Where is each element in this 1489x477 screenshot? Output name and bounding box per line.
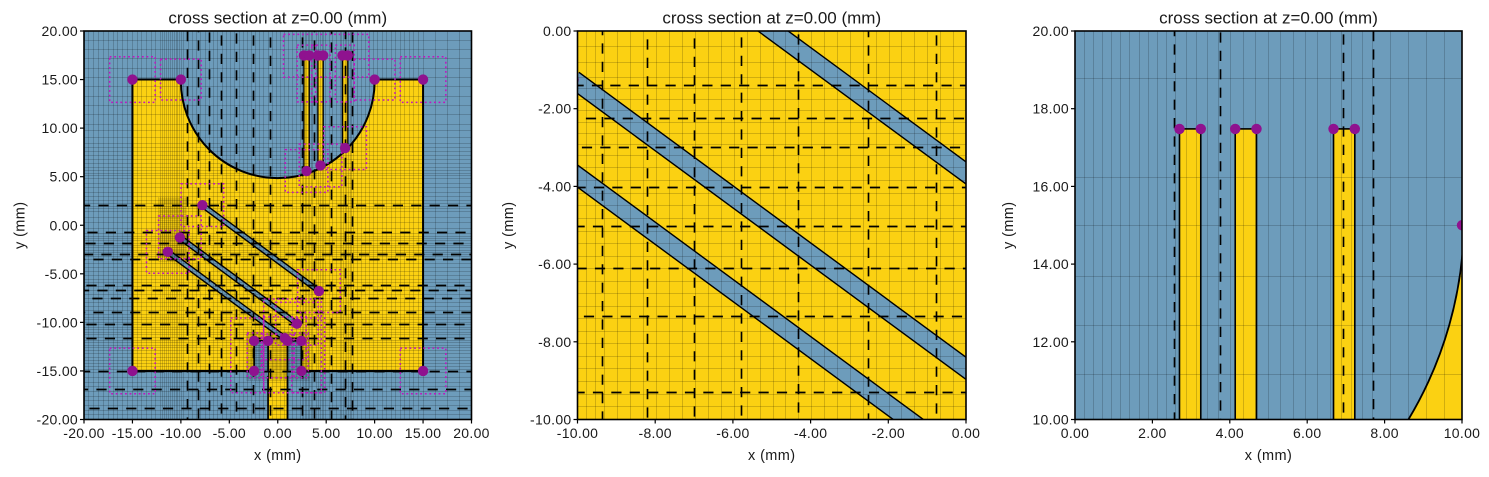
svg-text:-20.00: -20.00 [63, 425, 105, 441]
svg-text:0.00: 0.00 [543, 23, 571, 39]
svg-text:10.00: 10.00 [1444, 425, 1481, 441]
svg-text:-10.00: -10.00 [557, 425, 599, 441]
svg-text:cross section at z=0.00 (mm): cross section at z=0.00 (mm) [168, 9, 387, 28]
svg-text:-4.00: -4.00 [794, 425, 827, 441]
svg-text:-15.00: -15.00 [112, 425, 154, 441]
svg-text:10.00: 10.00 [356, 425, 393, 441]
svg-text:-8.00: -8.00 [638, 425, 671, 441]
svg-text:8.00: 8.00 [1370, 425, 1398, 441]
svg-text:-5.00: -5.00 [213, 425, 246, 441]
svg-text:-10.00: -10.00 [530, 412, 572, 428]
svg-text:-2.00: -2.00 [872, 425, 905, 441]
svg-text:x (mm): x (mm) [254, 448, 302, 464]
svg-text:0.00: 0.00 [264, 425, 292, 441]
svg-text:15.00: 15.00 [405, 425, 442, 441]
svg-text:20.00: 20.00 [1032, 23, 1069, 39]
svg-text:y (mm): y (mm) [1001, 202, 1017, 250]
svg-text:20.00: 20.00 [41, 23, 78, 39]
svg-text:0.00: 0.00 [952, 425, 980, 441]
svg-text:0.00: 0.00 [1061, 425, 1089, 441]
svg-text:-4.00: -4.00 [538, 178, 571, 194]
svg-text:0.00: 0.00 [50, 217, 78, 233]
svg-text:-8.00: -8.00 [538, 334, 571, 350]
svg-text:10.00: 10.00 [41, 120, 78, 136]
svg-text:16.00: 16.00 [1032, 178, 1069, 194]
svg-text:x (mm): x (mm) [748, 448, 796, 464]
svg-text:15.00: 15.00 [41, 72, 78, 88]
svg-text:14.00: 14.00 [1032, 256, 1069, 272]
svg-text:cross section at z=0.00 (mm): cross section at z=0.00 (mm) [1159, 9, 1378, 28]
svg-text:5.00: 5.00 [50, 169, 78, 185]
svg-text:-5.00: -5.00 [45, 266, 78, 282]
svg-text:-6.00: -6.00 [716, 425, 749, 441]
svg-text:-6.00: -6.00 [538, 256, 571, 272]
svg-text:-2.00: -2.00 [538, 101, 571, 117]
svg-text:18.00: 18.00 [1032, 101, 1069, 117]
svg-text:4.00: 4.00 [1216, 425, 1244, 441]
svg-text:cross section at z=0.00 (mm): cross section at z=0.00 (mm) [662, 9, 881, 28]
svg-text:-20.00: -20.00 [37, 412, 79, 428]
svg-text:y (mm): y (mm) [13, 202, 29, 250]
svg-text:2.00: 2.00 [1138, 425, 1166, 441]
svg-text:6.00: 6.00 [1293, 425, 1321, 441]
svg-text:12.00: 12.00 [1032, 334, 1069, 350]
svg-text:20.00: 20.00 [453, 425, 490, 441]
svg-text:-15.00: -15.00 [37, 363, 79, 379]
svg-text:y (mm): y (mm) [501, 202, 517, 250]
svg-text:-10.00: -10.00 [37, 314, 79, 330]
svg-text:-10.00: -10.00 [160, 425, 202, 441]
svg-text:10.00: 10.00 [1032, 412, 1069, 428]
svg-text:x (mm): x (mm) [1245, 448, 1293, 464]
svg-text:5.00: 5.00 [312, 425, 340, 441]
